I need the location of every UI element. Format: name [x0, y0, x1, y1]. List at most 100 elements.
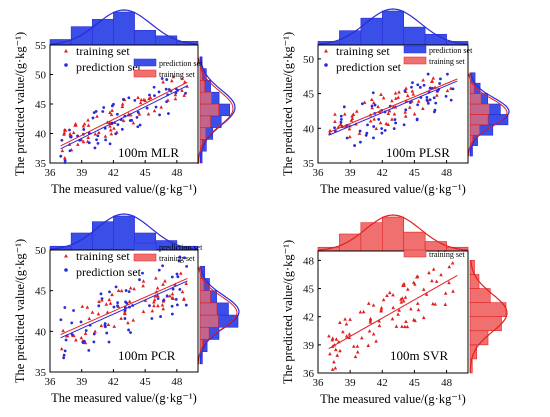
y-hist-bar-training [469, 103, 490, 115]
data-point-training [358, 310, 363, 314]
data-point-prediction [145, 106, 149, 110]
data-point-training [397, 308, 401, 312]
x-axis-title: The measured value/(g·kg⁻¹) [320, 182, 466, 196]
x-hist-bar [424, 33, 447, 46]
data-point-training [403, 110, 407, 114]
data-point-prediction [394, 121, 398, 125]
y-hist-bar-training [469, 93, 482, 105]
data-point-training [344, 322, 349, 326]
data-point-training [128, 286, 133, 290]
data-point-prediction [371, 91, 375, 95]
data-point-training [330, 338, 335, 342]
data-point-prediction [339, 120, 343, 124]
data-point-prediction [79, 320, 83, 324]
data-point-training [347, 126, 352, 131]
data-point-prediction [127, 328, 130, 332]
data-point-training [99, 323, 104, 328]
y-hist-bar-training [469, 114, 489, 126]
data-point-prediction [177, 259, 181, 263]
y-hist-bar-training [469, 302, 507, 317]
hist-legend-swatch [133, 242, 157, 251]
data-point-prediction [96, 134, 100, 138]
data-point-training [332, 360, 336, 364]
data-point-prediction [175, 272, 179, 276]
data-point-prediction [127, 290, 131, 294]
data-point-training [180, 76, 184, 81]
data-point-training [108, 124, 112, 128]
data-point-prediction [94, 110, 98, 113]
data-point-prediction [426, 72, 430, 76]
data-point-training [108, 301, 113, 305]
data-point-prediction [161, 264, 165, 268]
data-point-training [338, 320, 342, 325]
data-point-training [393, 91, 398, 95]
data-point-training [107, 297, 112, 302]
x-tick-label: 48 [441, 167, 453, 179]
data-point-prediction [116, 301, 120, 305]
data-point-training [173, 96, 178, 101]
data-point-prediction [403, 89, 407, 93]
data-point-training [61, 328, 65, 333]
data-point-prediction [136, 110, 140, 114]
data-point-prediction [160, 77, 164, 80]
data-point-prediction [364, 133, 368, 137]
legend-label-training: training set [76, 249, 130, 263]
x-hist-bar [381, 216, 405, 252]
data-point-training [136, 95, 140, 99]
data-point-prediction [426, 101, 430, 105]
data-point-prediction [102, 106, 106, 109]
data-point-prediction [380, 127, 384, 130]
data-point-training [405, 93, 410, 98]
data-point-training [76, 142, 80, 146]
x-tick-label: 42 [108, 376, 119, 388]
data-point-prediction [96, 141, 100, 145]
data-point-prediction [103, 126, 107, 130]
y-hist-bar-training [199, 103, 220, 117]
data-point-prediction [358, 129, 362, 133]
y-tick-label: 45 [35, 99, 47, 111]
y-tick-label: 45 [303, 284, 315, 296]
data-point-prediction [124, 300, 127, 304]
data-point-training [161, 306, 166, 311]
hist-legend-swatch [403, 249, 427, 258]
data-point-prediction [157, 268, 161, 272]
y-tick-label: 39 [303, 340, 315, 352]
hist-legend-swatch [133, 253, 157, 262]
data-point-training [79, 335, 84, 340]
data-point-training [62, 156, 67, 160]
data-point-training [180, 88, 184, 92]
hist-legend-swatch [403, 45, 427, 54]
data-point-training [159, 105, 163, 109]
data-point-training [85, 305, 90, 309]
data-point-training [355, 350, 360, 354]
data-point-prediction [97, 304, 101, 308]
data-point-prediction [184, 303, 188, 307]
data-point-training [450, 261, 455, 265]
data-point-training [435, 93, 439, 97]
data-point-prediction [428, 98, 432, 102]
data-point-prediction [372, 136, 375, 140]
data-point-training [415, 275, 419, 279]
data-point-prediction [63, 306, 67, 309]
data-point-prediction [170, 275, 174, 279]
data-point-training [390, 117, 394, 121]
y-hist-bar-training [199, 127, 207, 140]
y-axis-title: The predicted value/(g·kg⁻¹) [281, 240, 295, 384]
x-axis-title: The measured value/(g·kg⁻¹) [320, 392, 466, 406]
data-point-prediction [130, 118, 134, 122]
data-point-prediction [108, 142, 112, 146]
data-point-training [403, 295, 408, 299]
y-hist-bar-training [199, 326, 210, 340]
data-point-training [416, 99, 421, 103]
data-point-training [372, 100, 376, 105]
data-point-training [353, 354, 358, 359]
legend-label-prediction: prediction set [76, 265, 142, 279]
data-point-training [378, 120, 383, 125]
data-point-prediction [159, 315, 162, 318]
data-point-training [328, 351, 332, 356]
y-hist-bar-training [469, 344, 478, 360]
data-point-training [344, 334, 349, 338]
hist-legend-label: prediction set [429, 46, 473, 55]
hist-legend-label: training set [429, 250, 466, 259]
data-point-prediction [393, 118, 397, 121]
